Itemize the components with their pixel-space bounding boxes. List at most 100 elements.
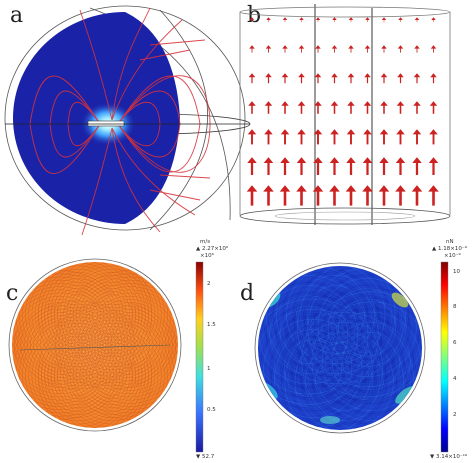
force-line — [258, 278, 365, 391]
streamline — [12, 300, 153, 428]
flow-arrow-head — [347, 101, 355, 106]
flow-arrow-head — [248, 73, 256, 78]
flow-arrow-head — [331, 73, 338, 78]
flow-arrow-head — [280, 157, 290, 163]
panel-d-colorbar-tick: 2 — [453, 412, 457, 418]
force-line — [318, 308, 422, 415]
flow-arrow-head — [398, 17, 403, 20]
streamline — [106, 321, 154, 369]
flow-arrow-head — [431, 17, 436, 20]
streamline — [23, 308, 97, 382]
flow-arrow-head — [429, 129, 438, 135]
panel-d-colorbar-min: ▼ 3.14×10⁻¹⁶ — [430, 454, 468, 460]
force-line — [296, 275, 375, 354]
force-line — [303, 281, 369, 347]
panel-c-colorbar-tick: 0.5 — [207, 407, 216, 413]
flow-arrow-head — [381, 17, 387, 20]
streamline — [57, 294, 98, 335]
force-line — [321, 281, 414, 374]
streamline — [57, 319, 168, 428]
force-line — [317, 278, 417, 377]
flow-arrow-head — [364, 73, 371, 78]
force-line — [286, 266, 386, 364]
streamline — [81, 296, 178, 394]
flow-arrow-head — [249, 45, 255, 49]
streamline — [85, 288, 140, 342]
flow-arrow-head — [378, 185, 390, 192]
streamline — [89, 291, 136, 339]
flow-arrow-head — [414, 17, 420, 20]
flow-arrow-head — [348, 45, 354, 49]
streamline — [65, 280, 178, 410]
flow-arrow-head — [395, 185, 406, 192]
flow-arrow-head — [397, 73, 404, 78]
streamline — [41, 262, 178, 387]
flow-arrow-head — [296, 185, 307, 192]
force-line — [288, 325, 401, 430]
force-line — [313, 292, 358, 337]
streamline — [77, 292, 178, 398]
streamline — [74, 289, 178, 401]
panel-d-colorbar-scale: ×10⁻⁹ — [444, 253, 461, 259]
flow-arrow-head — [412, 129, 422, 135]
streamline — [54, 291, 101, 339]
flow-arrow-head — [298, 73, 305, 78]
force-line — [300, 278, 372, 351]
force-line — [315, 352, 374, 411]
panel-c-colorbar — [195, 261, 204, 453]
flow-arrow-head — [298, 45, 305, 49]
force-line — [259, 285, 359, 385]
flow-arrow-head — [397, 45, 404, 49]
force-line — [322, 359, 367, 404]
panel-c-colorbar-max: ▲ 2.27×10⁶ — [196, 246, 229, 252]
flow-arrow-head — [296, 157, 307, 163]
panel-d-label: d — [240, 281, 255, 306]
panel-d-colorbar-max: ▲ 1.18×10⁻⁹ — [432, 246, 467, 252]
flow-arrow-head — [264, 129, 273, 135]
streamline — [41, 278, 114, 351]
force-line — [270, 325, 356, 412]
flow-arrow-head — [247, 157, 257, 163]
flow-arrow-head — [428, 185, 439, 192]
streamline — [109, 324, 151, 366]
force-line — [301, 339, 387, 425]
streamline — [103, 318, 157, 372]
flow-arrow-head — [430, 45, 437, 49]
panel-c-colorbar-scale: ×10⁶ — [200, 253, 214, 259]
force-line — [258, 295, 387, 430]
flow-arrow-head — [282, 45, 288, 49]
flow-arrow-head — [412, 157, 422, 163]
streamline — [31, 268, 124, 361]
force-line — [305, 342, 384, 421]
flow-arrow-head — [363, 129, 372, 135]
flow-arrow-head — [248, 101, 256, 106]
flow-arrow-head — [313, 157, 323, 163]
streamline — [47, 284, 108, 345]
force-line — [258, 266, 379, 405]
force-line — [310, 288, 362, 340]
force-line — [300, 266, 422, 394]
flow-arrow-head — [279, 185, 291, 192]
flow-arrow-head — [266, 17, 271, 20]
flow-arrow-head — [249, 17, 255, 20]
streamline — [33, 318, 87, 372]
streamline — [12, 292, 113, 398]
force-line — [344, 305, 390, 350]
flow-arrow-head — [297, 101, 306, 106]
flow-arrow-head — [348, 17, 354, 20]
force-line — [293, 266, 422, 401]
panel-a-label: a — [10, 3, 24, 28]
force-line — [258, 312, 370, 425]
force-line — [283, 309, 335, 361]
force-line — [298, 288, 422, 430]
streamline — [28, 326, 127, 425]
flow-arrow-head — [429, 101, 438, 106]
flow-arrow-head — [313, 129, 323, 135]
flow-arrow-head — [396, 101, 405, 106]
flow-arrow-head — [314, 73, 322, 78]
force-line — [324, 284, 410, 371]
flow-arrow-head — [315, 17, 321, 20]
force-line — [306, 285, 365, 344]
flow-arrow-head — [330, 101, 339, 106]
force-line — [283, 266, 389, 368]
